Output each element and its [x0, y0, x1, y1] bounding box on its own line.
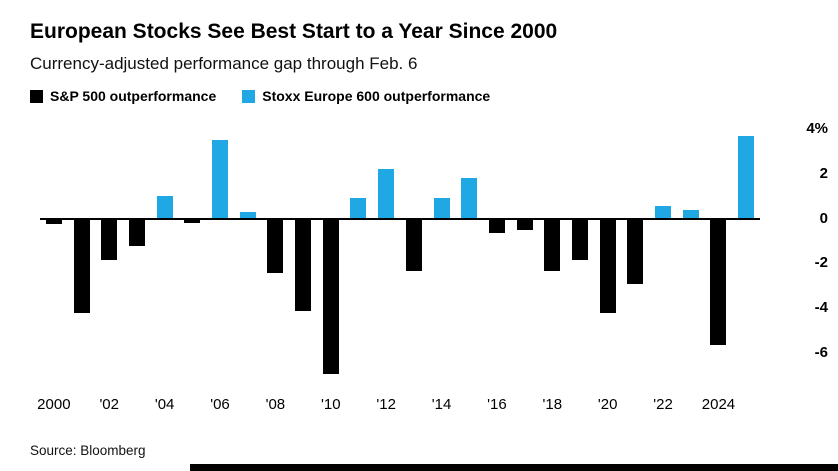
bar-2021: [627, 219, 644, 285]
sp500-swatch-icon: [30, 89, 43, 103]
bar-2025: [738, 135, 755, 219]
bar-2022: [655, 206, 672, 219]
stoxx600-swatch-icon: [242, 89, 256, 103]
legend-item-stoxx600: Stoxx Europe 600 outperformance: [242, 88, 490, 104]
y-tick-2: 2: [819, 164, 828, 182]
bar-2024: [710, 219, 727, 345]
x-tick-2012: '12: [376, 396, 396, 413]
legend: S&P 500 outperformance Stoxx Europe 600 …: [30, 88, 490, 104]
x-tick-2000: 2000: [37, 396, 71, 413]
bar-2003: [128, 219, 145, 247]
y-axis: 4% 2 0 -2 -4 -6: [764, 118, 828, 386]
bar-2016: [488, 219, 505, 233]
bar-2014: [433, 198, 450, 219]
x-tick-2014: '14: [431, 396, 452, 413]
bar-2020: [599, 219, 616, 314]
bar-2008: [267, 219, 284, 274]
bar-2012: [378, 169, 395, 219]
x-tick-2002: '02: [99, 396, 119, 413]
chart-subtitle: Currency-adjusted performance gap throug…: [30, 54, 418, 73]
bar-2013: [405, 219, 422, 271]
bar-2000: [45, 219, 62, 224]
x-tick-2018: '18: [542, 396, 563, 413]
bar-2004: [156, 196, 173, 219]
bar-2005: [184, 219, 201, 223]
y-tick--2: -2: [814, 254, 828, 272]
x-tick-2010: '10: [320, 396, 341, 413]
bar-2018: [544, 219, 561, 271]
bar-2001: [73, 219, 90, 314]
bar-2015: [461, 178, 478, 219]
x-tick-2024: 2024: [701, 396, 736, 413]
x-tick-2020: '20: [597, 396, 618, 413]
bar-2019: [572, 219, 588, 260]
x-tick-2016: '16: [487, 396, 507, 413]
chart-title: European Stocks See Best Start to a Year…: [30, 20, 558, 43]
y-tick-4: 4%: [806, 120, 828, 138]
bar-2010: [322, 219, 339, 374]
bar-chart: 4% 2 0 -2 -4 -6 2000 '02 '04 '06 '08 '10 '12 '14 '16 '…: [37, 118, 828, 413]
y-tick--4: -4: [814, 298, 828, 316]
bloomberg-footer-bar: [190, 464, 838, 471]
bar-2009: [295, 219, 312, 312]
stoxx600-legend-label: Stoxx Europe 600 outperformance: [262, 88, 491, 104]
x-tick-2006: '06: [210, 396, 230, 413]
bar-2011: [350, 198, 367, 219]
source-note: Source: Bloomberg: [30, 443, 146, 458]
x-axis: 2000 '02 '04 '06 '08 '10 '12 '14 '16 '18 '20 '22 202…: [37, 396, 760, 416]
x-tick-2008: '08: [265, 396, 286, 413]
bar-2002: [101, 219, 118, 260]
x-tick-2022: '22: [653, 396, 673, 413]
x-tick-2004: '04: [154, 396, 175, 413]
bar-2017: [516, 219, 533, 230]
y-tick--6: -6: [814, 343, 828, 361]
bar-2007: [239, 211, 256, 219]
sp500-legend-label: S&P 500 outperformance: [50, 88, 217, 104]
bar-2023: [682, 209, 699, 219]
zero-axis-line: [40, 217, 760, 220]
legend-item-sp500: S&P 500 outperformance: [30, 88, 216, 104]
bar-2006: [212, 140, 228, 219]
y-tick-0: 0: [819, 209, 828, 227]
